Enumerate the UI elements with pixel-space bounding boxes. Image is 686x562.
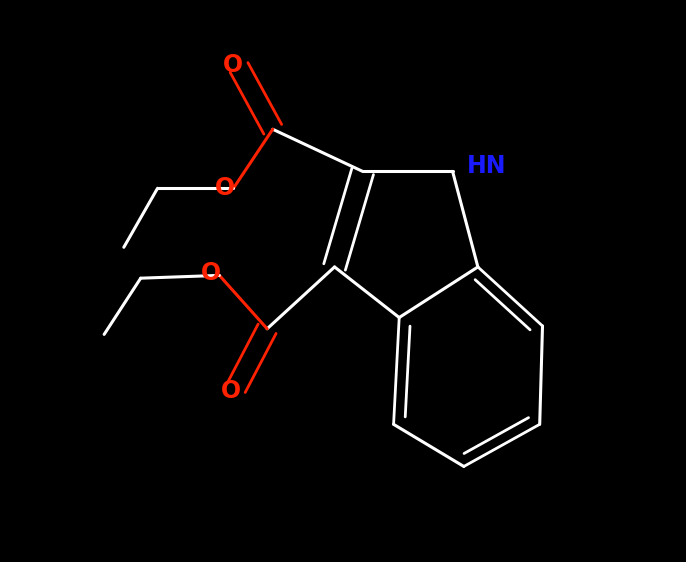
Text: O: O: [215, 176, 235, 200]
Text: O: O: [220, 379, 241, 402]
Text: O: O: [201, 261, 221, 284]
Text: HN: HN: [466, 154, 506, 178]
Text: O: O: [224, 53, 244, 76]
